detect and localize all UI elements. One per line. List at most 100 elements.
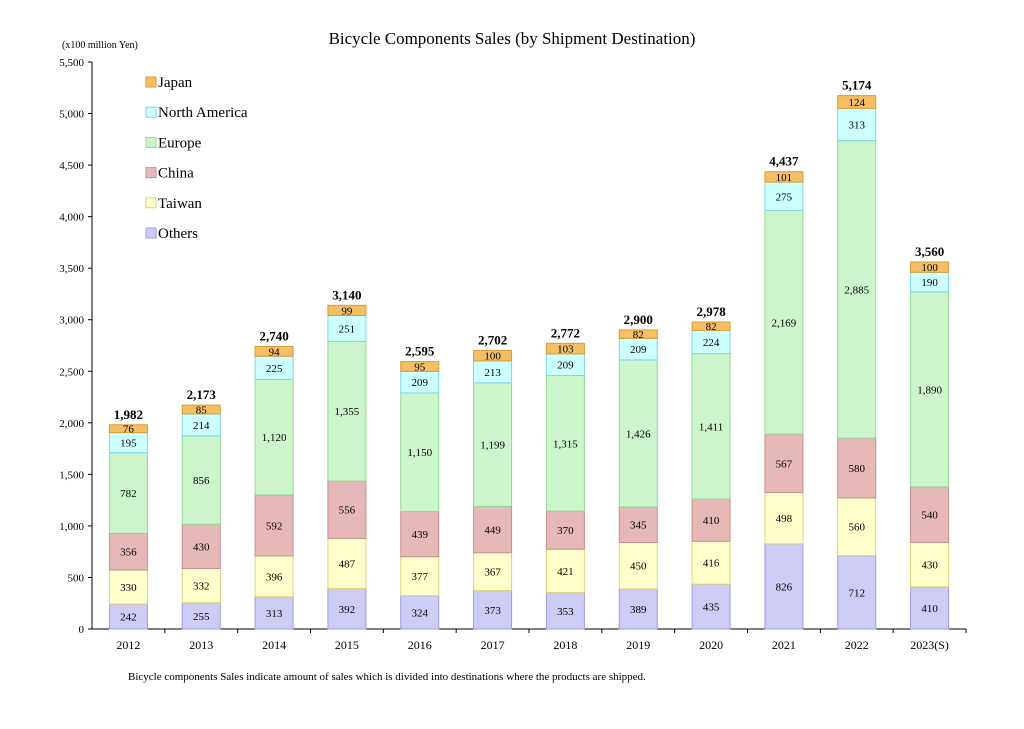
data-label: 416 — [703, 558, 720, 570]
legend-swatch — [145, 106, 157, 118]
y-tick-label: 5,500 — [59, 57, 84, 69]
data-label: 209 — [557, 360, 574, 372]
data-label: 1,355 — [335, 406, 360, 418]
data-label: 353 — [557, 606, 574, 618]
chart-title: Bicycle Components Sales (by Shipment De… — [329, 29, 696, 48]
bar-stack: 712 560 580 2,885 313 124 5,174 — [837, 78, 877, 630]
bar-stack: 435 416 410 1,411 224 82 2,978 — [691, 304, 731, 630]
legend-label: China — [158, 166, 194, 182]
data-label: 421 — [557, 566, 574, 578]
bar-segment-others — [545, 592, 585, 630]
bar-stack: 389 450 345 1,426 209 82 2,900 — [618, 312, 658, 630]
bar-segment-china — [473, 505, 513, 554]
data-label: 242 — [120, 612, 137, 624]
data-label: 1,411 — [699, 421, 723, 433]
data-label: 100 — [921, 262, 938, 274]
data-label: 410 — [921, 603, 938, 615]
bar-segment-japan — [181, 404, 221, 415]
bar-stack: 410 430 540 1,890 190 100 3,560 — [910, 244, 950, 630]
data-label: 251 — [339, 323, 356, 335]
bar-segment-japan — [910, 261, 950, 273]
data-label: 1,150 — [407, 447, 432, 459]
bar-segment-japan — [545, 342, 585, 355]
data-label: 449 — [484, 525, 501, 537]
y-tick-label: 3,500 — [59, 263, 84, 275]
data-label: 592 — [266, 520, 283, 532]
data-label: 190 — [921, 277, 938, 289]
data-label: 2,169 — [772, 317, 797, 329]
y-tick-label: 2,500 — [59, 366, 84, 378]
legend-swatch — [145, 197, 157, 209]
bar-segment-japan — [254, 346, 294, 357]
x-tick-label: 2014 — [262, 638, 286, 652]
total-label: 2,900 — [624, 312, 653, 327]
bar-segment-europe — [910, 291, 950, 488]
total-label: 5,174 — [842, 78, 872, 93]
legend-label: Others — [158, 226, 198, 242]
data-label: 124 — [849, 97, 866, 109]
x-tick-label: 2022 — [845, 638, 869, 652]
bar-segment-others — [837, 555, 877, 630]
bar-stack: 324 377 439 1,150 209 95 2,595 — [400, 344, 440, 630]
bar-segment-others — [618, 588, 658, 630]
data-label: 214 — [193, 420, 210, 432]
data-label: 392 — [339, 604, 356, 616]
total-label: 2,702 — [478, 333, 507, 348]
data-label: 430 — [921, 560, 938, 572]
bar-segment-others — [400, 595, 440, 630]
data-label: 103 — [557, 344, 574, 356]
bar-segment-china — [545, 510, 585, 550]
total-label: 2,772 — [551, 325, 580, 340]
total-label: 2,173 — [187, 387, 217, 402]
data-label: 94 — [269, 346, 281, 358]
legend-swatch — [145, 167, 157, 179]
footnote: Bicycle components Sales indicate amount… — [128, 671, 646, 683]
legend-item: China — [145, 166, 194, 182]
data-label: 1,120 — [262, 432, 287, 444]
data-label: 712 — [849, 587, 866, 599]
bar-segment-taiwan — [400, 556, 440, 597]
bar-segment-japan — [327, 304, 367, 317]
legend-swatch — [145, 76, 157, 88]
bar-segment-taiwan — [618, 542, 658, 590]
data-label: 540 — [921, 510, 938, 522]
x-tick-label: 2020 — [699, 638, 723, 652]
bar-segment-china — [764, 433, 804, 494]
data-label: 82 — [706, 321, 717, 333]
bar-segment-china — [254, 494, 294, 557]
bar-segment-china — [837, 437, 877, 499]
data-label: 580 — [849, 463, 866, 475]
bar-segment-taiwan — [910, 541, 950, 588]
data-label: 345 — [630, 520, 647, 532]
bar-segment-taiwan — [108, 569, 148, 605]
bar-segment-north-america — [764, 181, 804, 211]
data-label: 213 — [484, 367, 501, 379]
bar-segment-taiwan — [327, 537, 367, 590]
bar-segment-others — [108, 603, 148, 630]
axes: 0 500 1,000 1,500 2,000 2,500 3,000 3,500 4,000 4… — [59, 57, 967, 652]
data-label: 82 — [633, 329, 644, 341]
data-label: 332 — [193, 581, 210, 593]
data-label: 95 — [414, 361, 426, 373]
data-label: 99 — [341, 305, 353, 317]
bar-segment-china — [108, 532, 148, 571]
data-label: 498 — [776, 513, 793, 525]
bar-segment-china — [400, 510, 440, 558]
bar-stack: 313 396 592 1,120 225 94 2,740 — [254, 329, 294, 630]
total-label: 4,437 — [769, 154, 799, 169]
data-label: 430 — [193, 541, 210, 553]
bar-segment-others — [473, 590, 513, 630]
data-label: 209 — [412, 377, 429, 389]
data-label: 1,890 — [917, 384, 942, 396]
data-label: 313 — [266, 608, 283, 620]
y-tick-label: 0 — [79, 624, 85, 636]
bar-segment-others — [764, 543, 804, 630]
bar-segment-europe — [181, 435, 221, 525]
bar-segment-japan — [764, 171, 804, 183]
data-label: 76 — [123, 424, 135, 436]
legend-swatch — [145, 227, 157, 239]
x-tick-label: 2016 — [408, 638, 432, 652]
y-tick-label: 3,000 — [59, 315, 84, 327]
